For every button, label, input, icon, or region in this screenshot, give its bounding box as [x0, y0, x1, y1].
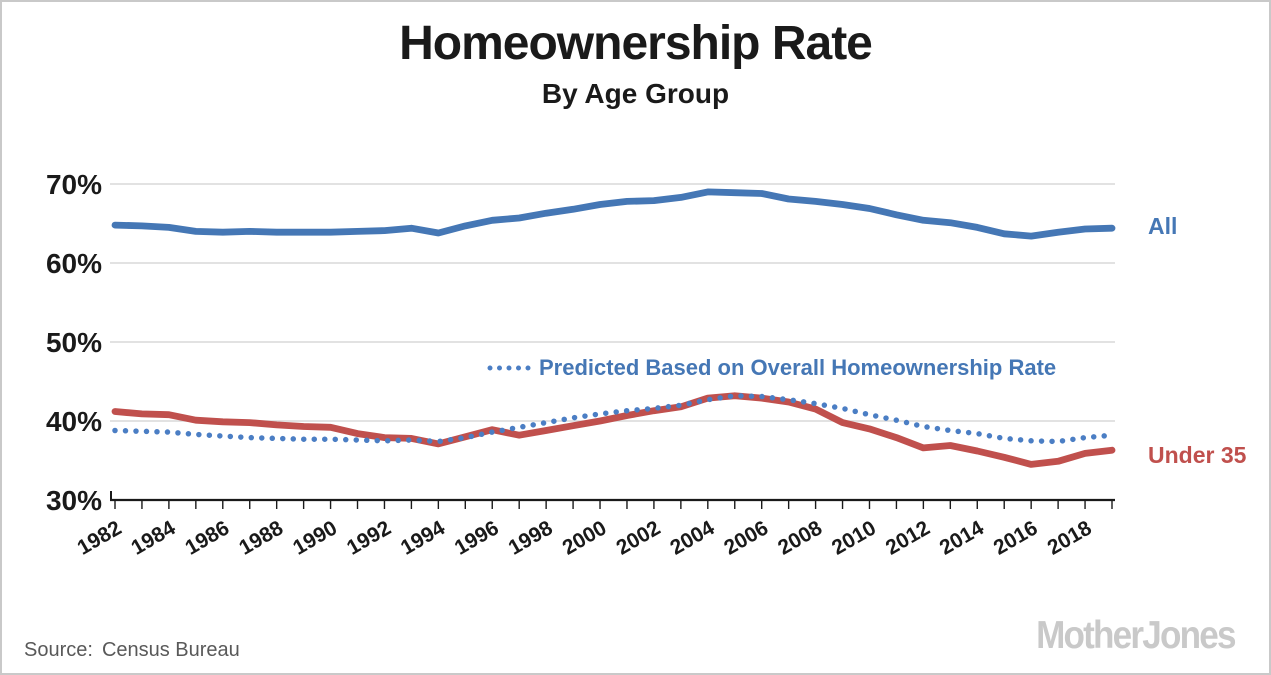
- x-tick-label: 1988: [235, 516, 287, 559]
- series-line-predicted: [112, 392, 1115, 445]
- x-tick-label: 2014: [936, 516, 988, 559]
- predicted-legend-label: Predicted Based on Overall Homeownership…: [539, 355, 1057, 380]
- x-tick-label: 1996: [451, 516, 503, 559]
- series-label-under35: Under 35: [1148, 442, 1247, 468]
- y-tick-label: 60%: [46, 248, 102, 279]
- x-tick-label: 2004: [666, 516, 718, 559]
- x-tick-label: 2006: [720, 516, 772, 559]
- y-tick-label: 50%: [46, 327, 102, 358]
- series-label-all: All: [1148, 213, 1178, 239]
- series-line-all: [111, 188, 1116, 240]
- x-tick-label: 1998: [505, 516, 557, 559]
- x-tick-label: 1990: [289, 516, 341, 559]
- y-tick-label: 70%: [46, 169, 102, 200]
- x-tick-label: 2002: [612, 516, 664, 559]
- y-tick-label: 30%: [46, 485, 102, 516]
- series-line-under35: [111, 392, 1116, 468]
- x-tick-label: 1982: [74, 516, 126, 559]
- predicted-legend: Predicted Based on Overall Homeownership…: [486, 355, 1056, 381]
- x-tick-label: 2010: [828, 516, 880, 559]
- x-tick-label: 1984: [127, 516, 179, 559]
- x-tick-label: 2016: [990, 516, 1042, 559]
- x-tick-label: 2000: [559, 516, 611, 559]
- x-tick-label: 2008: [774, 516, 826, 559]
- x-tick-label: 2018: [1044, 516, 1096, 559]
- motherjones-logo: MotherJones: [1036, 614, 1236, 657]
- page-title: Homeownership Rate: [399, 17, 873, 70]
- dotted-line-swatch: [487, 365, 532, 371]
- x-tick-label: 2012: [882, 516, 934, 559]
- source-note: Source: Census Bureau: [24, 639, 240, 662]
- y-tick-label: 40%: [46, 406, 102, 437]
- x-tick-label: 1992: [343, 516, 395, 559]
- x-tick-label: 1994: [397, 516, 449, 559]
- x-tick-label: 1986: [181, 516, 233, 559]
- source-label: Source:: [24, 639, 93, 661]
- source-value: Census Bureau: [101, 639, 240, 661]
- page-subtitle: By Age Group: [541, 78, 730, 109]
